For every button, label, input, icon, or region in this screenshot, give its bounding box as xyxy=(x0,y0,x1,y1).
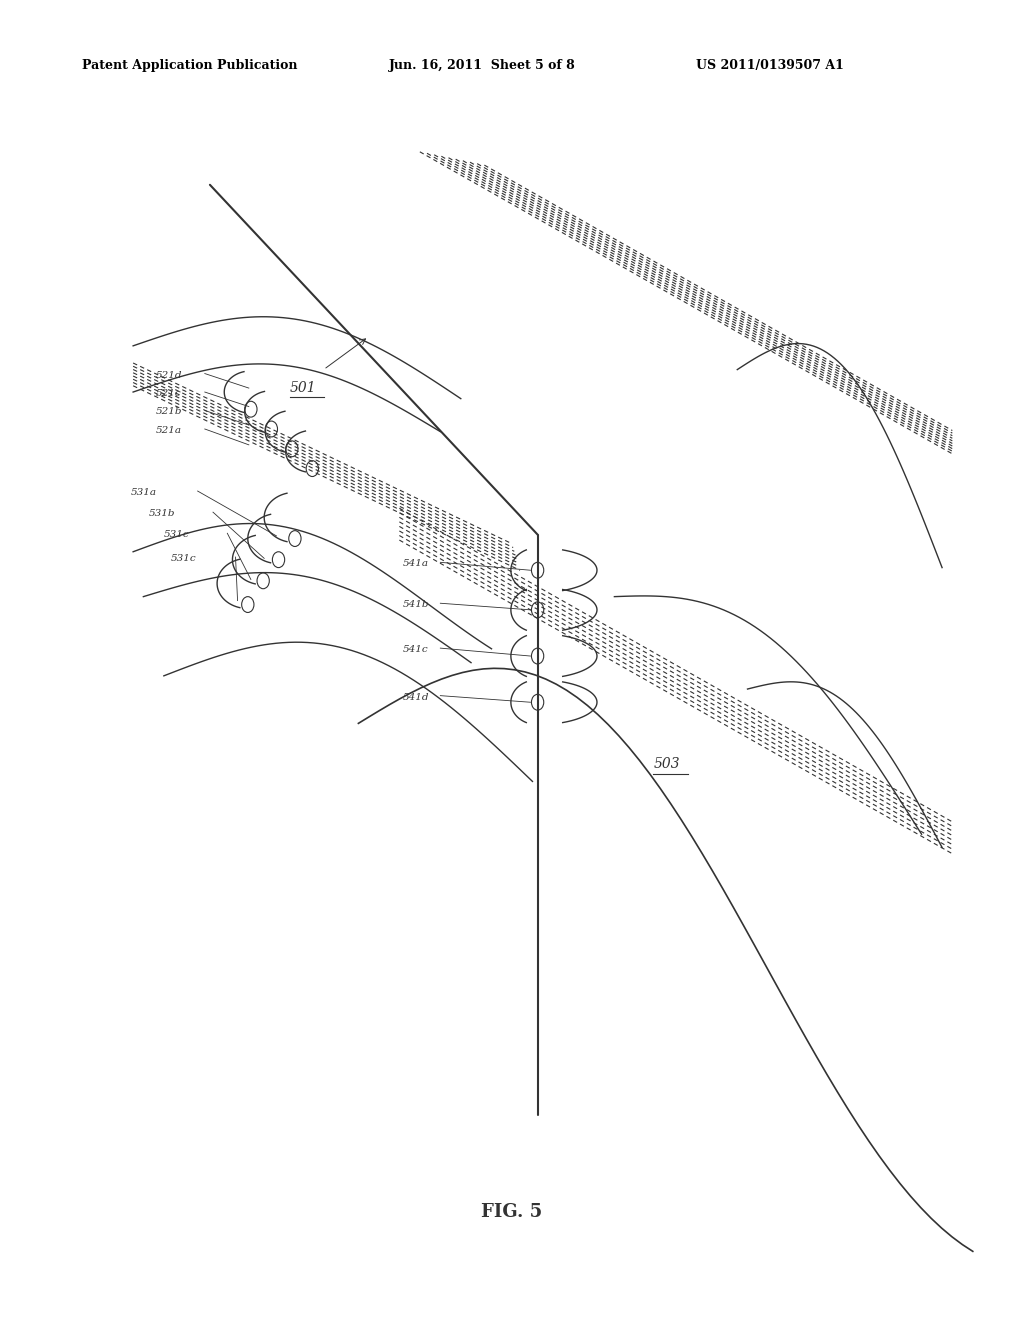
Text: 531c: 531c xyxy=(164,531,189,540)
Text: 541d: 541d xyxy=(402,693,429,702)
Text: 501: 501 xyxy=(290,381,316,395)
Text: 541b: 541b xyxy=(402,601,429,610)
Text: 521a: 521a xyxy=(156,426,181,436)
Text: Jun. 16, 2011  Sheet 5 of 8: Jun. 16, 2011 Sheet 5 of 8 xyxy=(389,59,575,73)
Text: 521d: 521d xyxy=(156,371,182,380)
Text: Patent Application Publication: Patent Application Publication xyxy=(82,59,297,73)
Text: 521c: 521c xyxy=(156,389,181,399)
Text: 541a: 541a xyxy=(402,560,428,569)
Text: 531b: 531b xyxy=(148,510,175,519)
Text: US 2011/0139507 A1: US 2011/0139507 A1 xyxy=(696,59,844,73)
Text: 541c: 541c xyxy=(402,645,428,655)
Text: FIG. 5: FIG. 5 xyxy=(481,1203,543,1221)
Text: 503: 503 xyxy=(653,758,680,771)
Text: 531c: 531c xyxy=(171,554,197,564)
Text: 531a: 531a xyxy=(131,488,157,498)
Text: 521b: 521b xyxy=(156,408,182,417)
